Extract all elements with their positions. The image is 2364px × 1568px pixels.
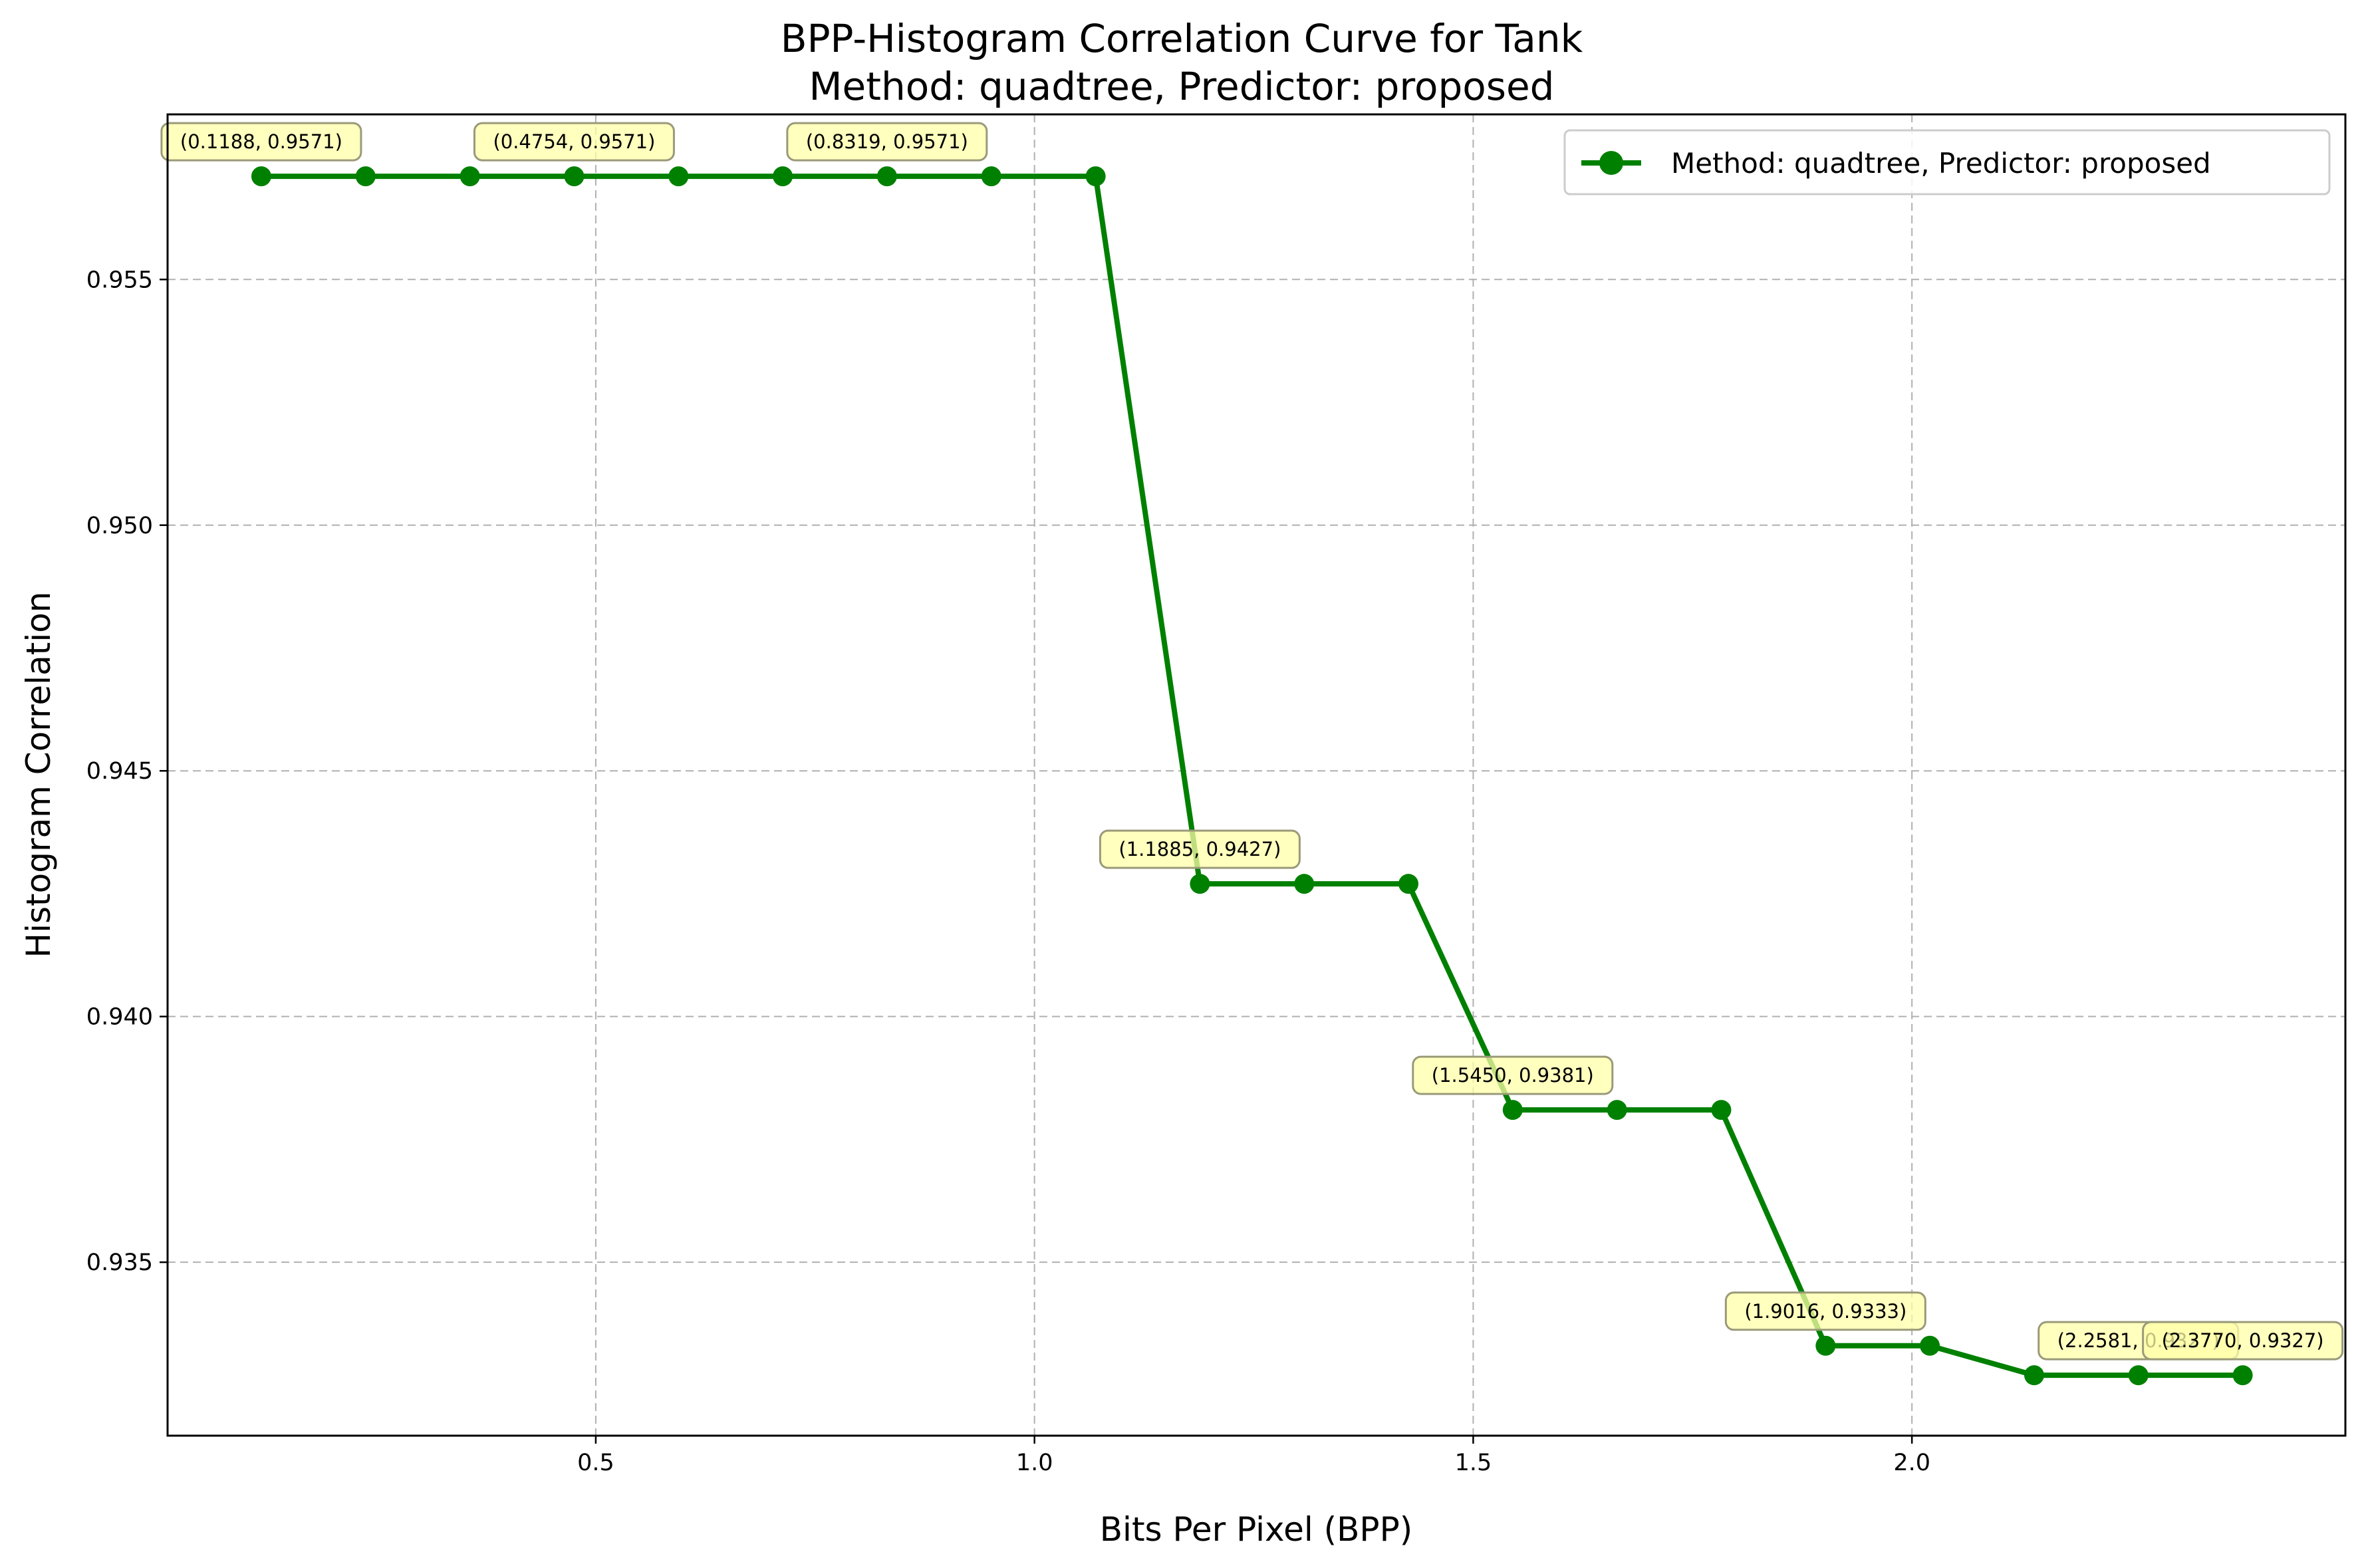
data-point xyxy=(1815,1335,1836,1356)
y-tick-label: 0.935 xyxy=(86,1249,153,1276)
data-point xyxy=(2128,1365,2149,1386)
data-point xyxy=(876,166,897,187)
legend: Method: quadtree, Predictor: proposed xyxy=(1563,129,2331,196)
chart-subtitle: Method: quadtree, Predictor: proposed xyxy=(809,64,1555,109)
y-tick-label: 0.945 xyxy=(86,758,153,785)
annotation-box xyxy=(1412,1055,1614,1095)
data-point xyxy=(460,166,480,187)
series-line xyxy=(261,174,2243,1378)
chart-title: BPP-Histogram Correlation Curve for Tank xyxy=(781,16,1583,61)
data-point xyxy=(981,166,1001,187)
data-point xyxy=(1294,874,1315,894)
data-annotation: (2.3770, 0.9327) xyxy=(2142,1321,2344,1361)
data-point xyxy=(2024,1365,2044,1386)
x-tick-label: 2.0 xyxy=(1893,1450,1930,1476)
grid-lines xyxy=(168,114,2345,1436)
data-point xyxy=(355,166,376,187)
data-annotation: (1.9016, 0.9333) xyxy=(1724,1291,1926,1331)
data-point xyxy=(2232,1365,2253,1386)
data-annotation: (0.4754, 0.9571) xyxy=(473,122,675,162)
data-point xyxy=(1502,1100,1523,1120)
x-axis-label: Bits Per Pixel (BPP) xyxy=(1100,1510,1412,1549)
annotation-box xyxy=(473,122,675,162)
data-point xyxy=(668,166,689,187)
data-point xyxy=(1711,1100,1732,1120)
legend-box xyxy=(1563,129,2331,196)
y-tick-label: 0.950 xyxy=(86,513,153,539)
annotation-label: (1.9016, 0.9333) xyxy=(1744,1300,1906,1323)
x-tick-label: 0.5 xyxy=(577,1450,614,1476)
data-annotation: (1.1885, 0.9427) xyxy=(1099,829,1301,869)
annotation-box xyxy=(2142,1321,2344,1361)
annotation-label: (2.3770, 0.9327) xyxy=(2162,1329,2324,1352)
y-axis-label: Histogram Correlation xyxy=(19,592,58,958)
data-point xyxy=(1607,1100,1627,1120)
data-point xyxy=(773,166,793,187)
data-point xyxy=(1190,874,1210,894)
x-axis-ticks: 0.5 1.0 1.5 2.0 xyxy=(577,1436,1930,1476)
annotation-box xyxy=(1724,1291,1926,1331)
data-point xyxy=(564,166,585,187)
y-axis-ticks: 0.935 0.940 0.945 0.950 0.955 xyxy=(86,267,168,1276)
data-point xyxy=(1398,874,1419,894)
annotation-box xyxy=(1099,829,1301,869)
y-tick-label: 0.940 xyxy=(86,1004,153,1031)
annotation-box xyxy=(786,122,988,162)
y-tick-label: 0.955 xyxy=(86,267,153,293)
data-point xyxy=(251,166,271,187)
data-point xyxy=(1085,166,1106,187)
annotation-label: (1.1885, 0.9427) xyxy=(1118,838,1281,860)
plot-frame xyxy=(166,113,2347,1437)
x-tick-label: 1.5 xyxy=(1455,1450,1492,1476)
data-annotation: (0.8319, 0.9571) xyxy=(786,122,988,162)
annotation-label: (0.8319, 0.9571) xyxy=(806,130,968,153)
annotation-layer: (0.1188, 0.9571) (0.4754, 0.9571) (0.8319,… xyxy=(160,122,2344,1361)
data-point xyxy=(1920,1335,1940,1356)
annotation-label: (1.5450, 0.9381) xyxy=(1432,1064,1594,1087)
legend-entry-label: Method: quadtree, Predictor: proposed xyxy=(1671,147,2211,180)
legend-marker-swatch xyxy=(1599,151,1623,175)
x-tick-label: 1.0 xyxy=(1016,1450,1053,1476)
annotation-box xyxy=(160,122,362,162)
series-layer xyxy=(251,166,2253,1386)
annotation-label: (0.1188, 0.9571) xyxy=(180,130,342,153)
data-annotation: (0.1188, 0.9571) xyxy=(160,122,362,162)
data-annotation: (1.5450, 0.9381) xyxy=(1412,1055,1614,1095)
annotation-label: (0.4754, 0.9571) xyxy=(493,130,655,153)
